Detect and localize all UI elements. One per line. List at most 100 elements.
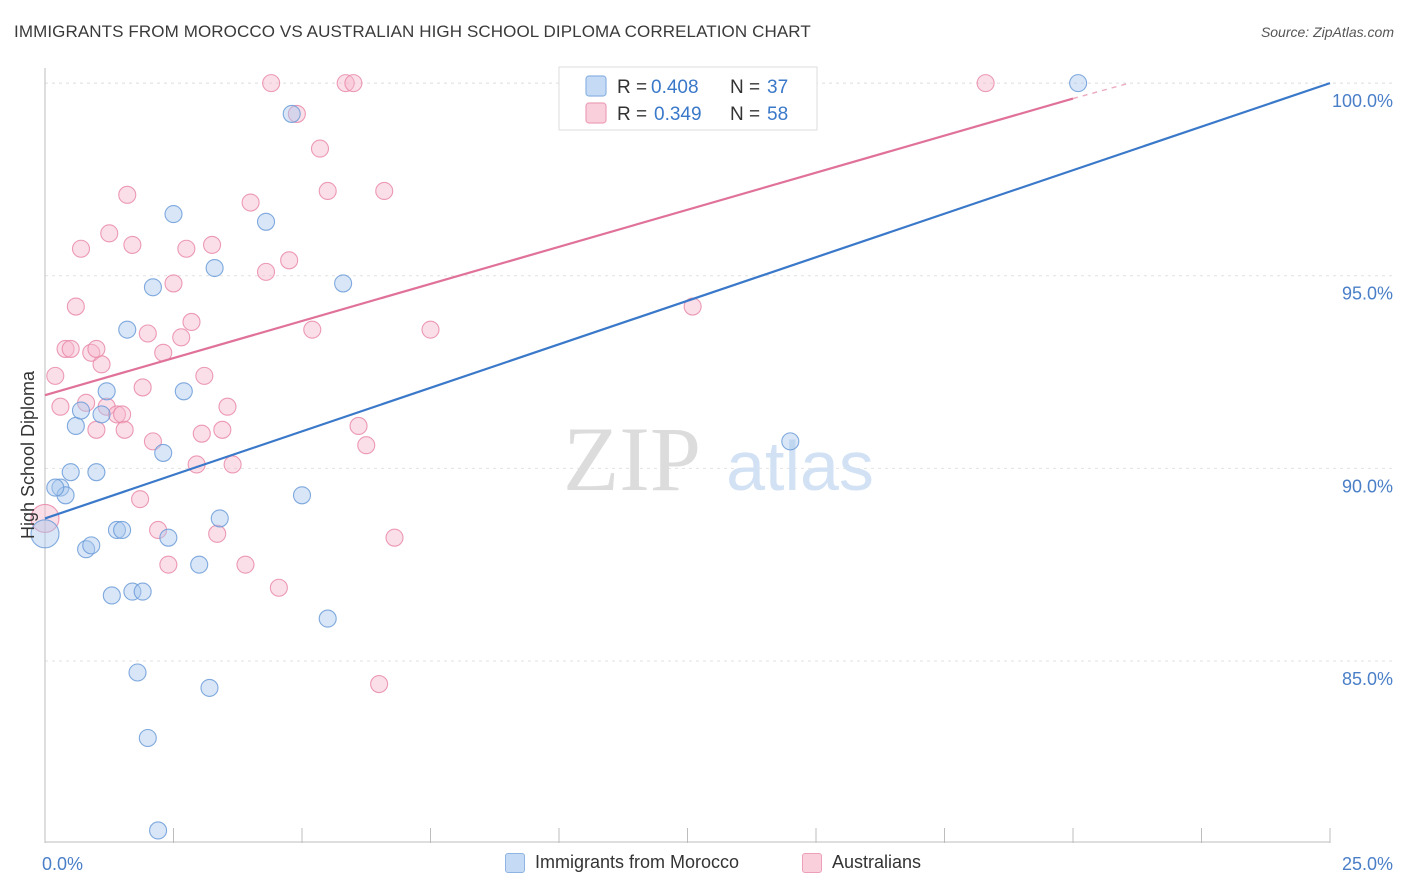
point-morocco-5 (71, 401, 91, 420)
point-australians-18 (131, 490, 150, 509)
point-australians-53 (385, 528, 404, 547)
watermark-zip: ZIP (563, 408, 701, 510)
y-tick-labels: 85.0% 90.0% 95.0% 100.0% (1332, 91, 1393, 689)
point-australians-22 (149, 520, 168, 540)
point-morocco-36 (46, 478, 65, 497)
point-australians-50 (357, 436, 376, 455)
point-morocco-30 (282, 104, 301, 123)
legend-item-morocco[interactable]: Immigrants from Morocco (505, 852, 739, 873)
legend-swatch-morocco (505, 852, 525, 873)
point-australians-4 (61, 339, 80, 358)
watermark-atlas: atlas (726, 427, 874, 505)
point-australians-49 (349, 416, 368, 436)
point-australians-33 (208, 524, 227, 543)
legend-bottom: Immigrants from Morocco Australians (0, 852, 1406, 878)
x-tick-labels: 0.0% 25.0% (42, 854, 1393, 874)
point-australians-47 (336, 74, 355, 93)
point-australians-56 (976, 74, 995, 93)
point-morocco-21 (154, 443, 173, 462)
point-australians-16 (118, 185, 137, 204)
legend-n-label-pink: N = (730, 104, 765, 125)
point-australians-44 (303, 320, 322, 339)
point-morocco-23 (164, 205, 183, 224)
point-australians-13 (107, 405, 127, 424)
point-australians-27 (177, 239, 196, 258)
point-australians-14 (113, 405, 132, 424)
legend-item-australians[interactable]: Australians (802, 852, 921, 873)
point-morocco-3 (61, 463, 80, 482)
chart-title: IMMIGRANTS FROM MOROCCO VS AUSTRALIAN HI… (14, 22, 811, 41)
point-morocco-35 (1069, 74, 1088, 93)
y-tick-label-1: 90.0% (1342, 476, 1393, 496)
point-australians-26 (172, 328, 191, 347)
point-morocco-22 (159, 528, 178, 547)
point-morocco-31 (292, 486, 312, 505)
point-morocco-34 (781, 432, 800, 451)
trend-lines (44, 82, 1331, 520)
point-australians-5 (66, 297, 85, 316)
point-australians-28 (182, 312, 201, 332)
point-australians-54 (421, 320, 440, 339)
point-morocco-8 (87, 463, 106, 482)
point-australians-10 (92, 355, 111, 374)
legend-swatch-pink (585, 102, 607, 124)
point-australians-32 (203, 235, 222, 254)
legend-label-morocco: Immigrants from Morocco (535, 852, 740, 872)
trend-line-morocco (44, 82, 1331, 520)
legend-r-value-pink: 0.349 (654, 104, 702, 125)
point-morocco-10 (97, 382, 116, 401)
point-morocco-28 (210, 509, 229, 528)
point-morocco-15 (123, 582, 142, 601)
legend-r-label-blue: R = (617, 77, 652, 98)
y-tick-label-3: 100.0% (1332, 91, 1393, 111)
legend-r-value-blue: 0.408 (651, 77, 699, 98)
y-axis-label: High School Diploma (18, 370, 38, 539)
point-australians-20 (138, 324, 157, 343)
point-australians-17 (123, 235, 142, 254)
legend-stats: R = 0.408 N = 37 R = 0.349 N = 58 (558, 66, 818, 131)
point-australians-34 (213, 420, 232, 439)
point-australians-46 (318, 181, 337, 201)
point-morocco-14 (118, 320, 137, 339)
point-morocco-17 (133, 582, 152, 601)
point-australians-39 (256, 262, 276, 281)
point-australians-40 (262, 74, 281, 93)
point-morocco-0 (30, 519, 60, 549)
x-tick-label-1: 25.0% (1342, 854, 1393, 874)
point-morocco-26 (200, 678, 219, 697)
y-tick-label-2: 95.0% (1342, 284, 1393, 304)
point-morocco-29 (256, 212, 276, 231)
point-australians-6 (71, 239, 91, 258)
point-australians-37 (236, 555, 255, 574)
point-morocco-4 (66, 416, 85, 436)
point-australians-52 (375, 181, 394, 201)
x-tick-label-0: 0.0% (42, 854, 83, 874)
point-australians-45 (310, 139, 330, 158)
point-australians-9 (87, 420, 106, 439)
point-morocco-32 (318, 609, 337, 628)
point-morocco-13 (113, 520, 132, 540)
chart-source: Source: ZipAtlas.com (1260, 24, 1394, 40)
point-australians-19 (133, 378, 152, 397)
legend-r-label-pink: R = (617, 104, 652, 125)
point-morocco-7 (82, 536, 101, 555)
point-australians-21 (143, 432, 162, 451)
trend-line-australians (44, 97, 1074, 397)
point-morocco-24 (174, 382, 193, 401)
point-morocco-33 (334, 274, 353, 293)
point-australians-31 (195, 366, 214, 385)
point-australians-35 (218, 397, 237, 416)
point-australians-51 (370, 675, 389, 694)
point-australians-36 (223, 455, 242, 474)
data-points (30, 74, 1088, 840)
watermark: ZIP atlas (563, 408, 874, 510)
axes (44, 68, 1331, 843)
legend-swatch-australians (802, 852, 822, 873)
point-australians-38 (241, 193, 260, 212)
point-australians-1 (46, 366, 65, 385)
point-australians-42 (280, 251, 299, 270)
point-australians-41 (269, 578, 288, 597)
legend-n-label-blue: N = (730, 77, 765, 98)
legend-n-value-pink: 58 (767, 104, 788, 125)
